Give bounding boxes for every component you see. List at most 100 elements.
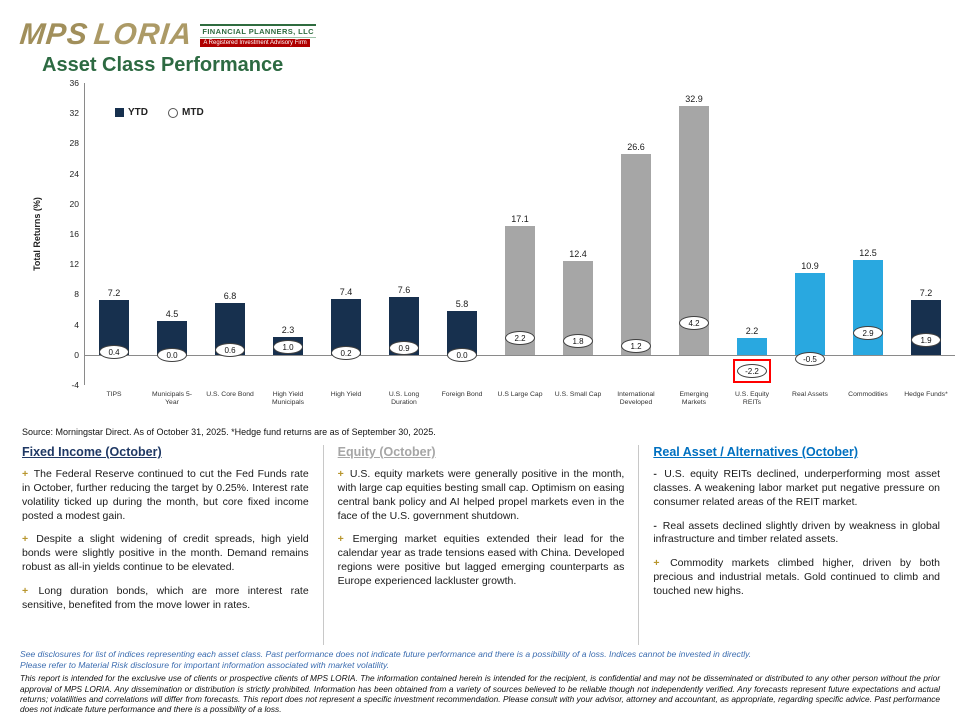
- mtd-value-marker: 1.2: [621, 338, 651, 353]
- bullet-sign: -: [653, 519, 657, 532]
- ytd-value-label: 17.1: [511, 213, 529, 224]
- y-axis-title: Total Returns (%): [32, 197, 42, 271]
- column-heading: Equity (October): [337, 445, 436, 459]
- category-label: U.S. Core Bond: [206, 391, 254, 398]
- mtd-value-marker: 2.2: [505, 331, 535, 346]
- ytd-bar: [679, 106, 709, 355]
- category-label: Municipals 5- Year: [151, 391, 193, 407]
- category-label: Commodities: [848, 391, 888, 398]
- y-tick-label: 24: [69, 168, 79, 179]
- disclosure-line-1: See disclosures for list of indices repr…: [20, 649, 752, 659]
- ytd-value-label: 12.4: [569, 249, 587, 260]
- bullet-sign: +: [22, 468, 29, 480]
- ytd-value-label: 5.8: [455, 299, 469, 309]
- bullet-sign: -: [653, 468, 657, 480]
- category-label: U.S Large Cap: [497, 391, 543, 398]
- logo-wordmark: MPS LORIA: [18, 18, 195, 51]
- mtd-value-marker: 0.9: [389, 341, 419, 355]
- mtd-value-marker: 0.0: [447, 347, 477, 362]
- bullet-sign: +: [22, 533, 29, 546]
- commentary-paragraph: - U.S. equity REITs declined, underperfo…: [653, 468, 941, 508]
- commentary-column: Fixed Income (October) + The Federal Rese…: [20, 445, 323, 645]
- ytd-bar: [621, 153, 651, 355]
- mtd-value-marker: 1.9: [911, 333, 941, 348]
- commentary-paragraph: + Despite a slight widening of credit sp…: [22, 533, 309, 574]
- commentary-columns: Fixed Income (October) + The Federal Rese…: [20, 445, 940, 645]
- footnotes: See disclosures for list of indices repr…: [20, 649, 940, 714]
- category-label: U.S. Long Duration: [388, 391, 420, 407]
- ytd-value-label: 6.8: [223, 291, 237, 302]
- logo-subtitle: FINANCIAL PLANNERS, LLC: [200, 24, 316, 38]
- y-tick-label: 16: [69, 229, 79, 239]
- category-label: High Yield Municipals: [271, 391, 305, 407]
- mtd-value-marker: 0.2: [331, 346, 361, 361]
- category-label: U.S. Equity REITs: [735, 391, 769, 407]
- column-heading: Fixed Income (October): [22, 445, 162, 459]
- mtd-value-marker: -2.2: [737, 364, 767, 379]
- chart-legend: YTD MTD: [115, 107, 204, 118]
- ytd-value-label: 7.2: [919, 288, 933, 299]
- y-tick-label: 8: [74, 289, 79, 300]
- commentary-paragraph: + U.S. equity markets were generally pos…: [337, 468, 625, 522]
- bullet-sign: +: [337, 533, 344, 546]
- ytd-value-label: 7.6: [397, 285, 411, 296]
- legend-item-mtd: MTD: [168, 107, 204, 118]
- source-note: Source: Morningstar Direct. As of Octobe…: [22, 427, 436, 437]
- mtd-value-marker: 0.6: [215, 343, 245, 358]
- logo-text-mps: MPS: [18, 18, 90, 51]
- bullet-sign: +: [653, 557, 660, 570]
- commentary-paragraph: + Long duration bonds, which are more in…: [22, 585, 309, 611]
- y-tick-label: 28: [69, 138, 79, 149]
- category-label: High Yield: [330, 391, 362, 398]
- commentary-paragraph: - Real assets declined slightly driven b…: [653, 519, 941, 546]
- mtd-value-marker: 0.0: [157, 347, 187, 362]
- disclosure-line-2: Please refer to Material Risk disclosure…: [20, 660, 390, 671]
- y-tick-label: 20: [69, 198, 79, 209]
- logo-tagline: A Registered Investment Advisory Firm: [200, 39, 310, 47]
- mps-loria-logo: MPS LORIA FINANCIAL PLANNERS, LLC A Regi…: [18, 18, 316, 51]
- logo-text-loria: LORIA: [92, 18, 195, 51]
- category-label: Real Assets: [792, 391, 828, 398]
- ytd-bar: [853, 260, 883, 355]
- category-label: Foreign Bond: [441, 391, 483, 398]
- ytd-bar: [795, 272, 825, 355]
- mtd-value-marker: 2.9: [853, 325, 883, 340]
- mtd-value-marker: 1.0: [273, 340, 303, 355]
- ytd-value-label: 2.3: [281, 325, 295, 336]
- ytd-value-label: 7.4: [339, 286, 353, 297]
- ytd-value-label: 26.6: [627, 141, 645, 152]
- commentary-column: Real Asset / Alternatives (October) - U.S…: [638, 445, 940, 645]
- mtd-highlight-box: [733, 359, 771, 384]
- y-tick-label: 36: [69, 78, 79, 88]
- y-tick-label: 0: [74, 349, 79, 360]
- plot-area: YTD MTD 36 32 28 24 20 16 12 8 4 0 -4 7.2 0.4 TIPS 4.5…: [70, 78, 955, 406]
- category-label: International Developed: [617, 391, 655, 407]
- mtd-value-marker: 4.2: [679, 316, 709, 331]
- legend-label-ytd: YTD: [128, 107, 148, 118]
- bullet-sign: +: [337, 468, 344, 480]
- commentary-paragraph: + The Federal Reserve continued to cut t…: [22, 468, 309, 522]
- category-label: TIPS: [106, 391, 122, 398]
- ytd-value-label: 10.9: [801, 260, 819, 271]
- ytd-value-label: 4.5: [165, 308, 179, 319]
- y-tick-label: -4: [71, 380, 79, 390]
- legend-item-ytd: YTD: [115, 107, 148, 118]
- commentary-paragraph: + Commodity markets climbed higher, driv…: [653, 557, 941, 598]
- y-tick-label: 4: [74, 319, 79, 330]
- y-tick-label: 12: [69, 259, 79, 270]
- ytd-value-label: 2.2: [745, 326, 759, 337]
- asset-class-bar-chart: Total Returns (%) YTD MTD 36 32 28 24 20 16 12…: [20, 78, 955, 425]
- ytd-value-label: 12.5: [859, 248, 877, 259]
- legal-disclaimer: This report is intended for the exclusiv…: [20, 673, 940, 715]
- commentary-column: Equity (October) + U.S. equity markets we…: [322, 445, 639, 645]
- mtd-value-marker: 0.4: [99, 344, 129, 359]
- ytd-bar: [737, 338, 767, 355]
- ytd-value-label: 32.9: [685, 94, 703, 105]
- page-title: Asset Class Performance: [42, 54, 284, 76]
- report-header: MPS LORIA FINANCIAL PLANNERS, LLC A Regi…: [18, 8, 940, 51]
- y-tick-label: 32: [69, 108, 79, 119]
- x-axis-line: [85, 354, 955, 356]
- category-label: Hedge Funds*: [904, 391, 948, 398]
- logo-subtitle-block: FINANCIAL PLANNERS, LLC A Registered Inv…: [200, 24, 316, 50]
